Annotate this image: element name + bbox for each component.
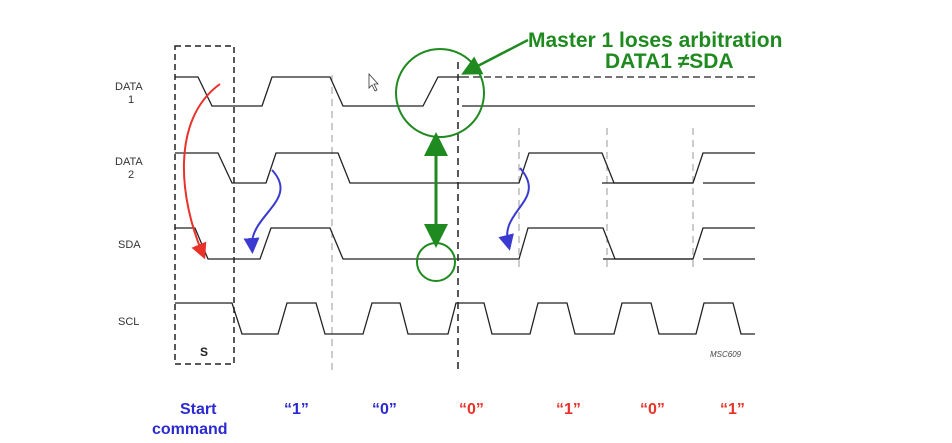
arbitration-circle-sda xyxy=(416,242,456,282)
label-start: Start xyxy=(180,401,217,418)
label-data2-num: 2 xyxy=(128,169,134,181)
arrow-callout-green xyxy=(461,38,529,75)
start-condition-box xyxy=(174,45,235,365)
arrow-blue-2 xyxy=(498,167,530,251)
callout-line2: DATA1 ≠SDA xyxy=(605,50,734,73)
label-bit-6: “1” xyxy=(720,401,745,418)
waveform-data1 xyxy=(175,76,462,107)
label-data2: DATA xyxy=(115,156,143,168)
callout-line1: Master 1 loses arbitration xyxy=(528,29,782,52)
label-bit-3: “0” xyxy=(459,401,484,418)
label-bit-2: “0” xyxy=(372,401,397,418)
waveform-scl xyxy=(175,302,755,335)
arrow-blue-1 xyxy=(243,169,282,254)
arrow-start-red xyxy=(182,83,221,260)
mouse-cursor-icon xyxy=(368,72,379,92)
start-box-label: S xyxy=(200,345,208,359)
waveform-data2 xyxy=(175,152,755,184)
label-bit-5: “0” xyxy=(640,401,665,418)
label-sda: SDA xyxy=(118,239,141,251)
label-bit-1: “1” xyxy=(284,401,309,418)
figure-code: MSC609 xyxy=(710,350,742,359)
waveform-sda xyxy=(175,227,755,260)
label-command: command xyxy=(152,421,228,438)
label-scl: SCL xyxy=(118,316,139,328)
label-data1: DATA xyxy=(115,81,143,93)
arbitration-circle-data1 xyxy=(395,48,485,138)
label-data1-num: 1 xyxy=(128,94,134,106)
label-bit-4: “1” xyxy=(556,401,581,418)
